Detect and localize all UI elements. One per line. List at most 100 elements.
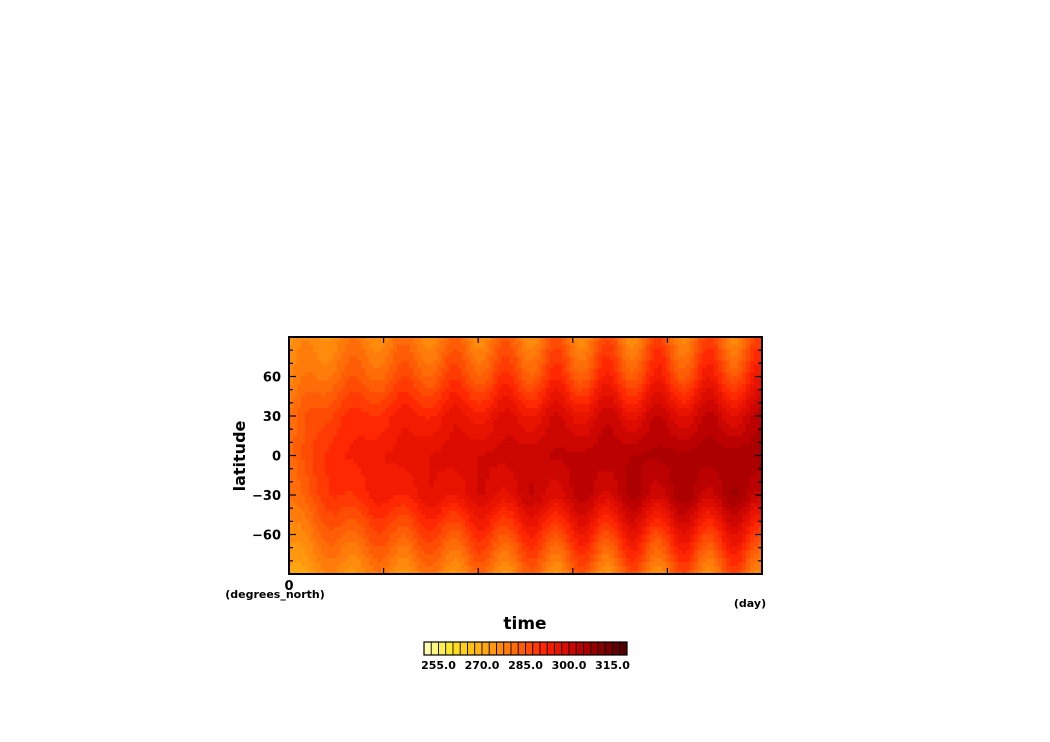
heatmap-cell (609, 475, 615, 480)
heatmap-cell (665, 337, 671, 342)
heatmap-cell (501, 471, 507, 476)
heatmap-cell (305, 483, 310, 488)
heatmap-cell (325, 348, 330, 354)
heatmap-cell (569, 459, 575, 464)
heatmap-cell (505, 416, 511, 421)
heatmap-cell (429, 451, 434, 457)
heatmap-cell (609, 416, 615, 421)
heatmap-cell (581, 400, 587, 405)
heatmap-cell (357, 408, 362, 413)
heatmap-cell (617, 427, 623, 433)
heatmap-cell (385, 467, 390, 472)
heatmap-cell (505, 376, 511, 382)
heatmap-cell (541, 404, 547, 409)
heatmap-cell (333, 416, 338, 421)
heatmap-cell (641, 439, 647, 445)
heatmap-cell (541, 348, 547, 354)
heatmap-cell (453, 471, 458, 476)
heatmap-cell (529, 467, 535, 472)
heatmap-cell (717, 439, 723, 445)
heatmap-cell (397, 495, 402, 500)
heatmap-cell (329, 396, 334, 401)
heatmap-cell (561, 396, 567, 401)
heatmap-cell (365, 412, 370, 417)
heatmap-cell (513, 479, 519, 484)
heatmap-cell (485, 384, 491, 389)
heatmap-cell (677, 427, 683, 433)
heatmap-cell (473, 376, 478, 382)
heatmap-cell (397, 467, 402, 472)
heatmap-cell (677, 431, 683, 437)
heatmap-cell (497, 372, 503, 378)
heatmap-cell (701, 463, 707, 468)
heatmap-cell (717, 467, 723, 472)
heatmap-cell (553, 498, 559, 504)
heatmap-cell (529, 380, 535, 385)
heatmap-cell (377, 502, 382, 508)
heatmap-cell (593, 423, 599, 429)
heatmap-cell (737, 471, 743, 476)
heatmap-cell (721, 337, 727, 342)
heatmap-cell (541, 384, 547, 389)
heatmap-cell (677, 340, 683, 346)
heatmap-cell (573, 416, 579, 421)
heatmap-cell (725, 459, 731, 464)
heatmap-cell (745, 455, 751, 461)
heatmap-cell (693, 416, 699, 421)
heatmap-cell (721, 416, 727, 421)
heatmap-cell (605, 435, 611, 441)
heatmap-cell (585, 348, 591, 354)
heatmap-cell (501, 416, 507, 421)
heatmap-cell (325, 412, 330, 417)
heatmap-cell (297, 419, 302, 425)
heatmap-cell (545, 498, 551, 504)
heatmap-cell (673, 352, 679, 358)
heatmap-cell (665, 368, 671, 374)
heatmap-cell (361, 340, 366, 346)
heatmap-cell (541, 443, 547, 449)
heatmap-cell (729, 467, 735, 472)
heatmap-cell (609, 439, 615, 445)
heatmap-cell (721, 451, 727, 457)
heatmap-cell (681, 360, 687, 366)
heatmap-cell (705, 455, 711, 461)
heatmap-cell (569, 435, 575, 441)
heatmap-cell (581, 344, 587, 350)
heatmap-cell (741, 475, 747, 480)
heatmap-cell (621, 380, 627, 385)
heatmap-cell (661, 364, 667, 370)
heatmap-cell (441, 487, 446, 492)
heatmap-cell (349, 419, 354, 425)
heatmap-cell (517, 352, 523, 358)
heatmap-cell (705, 439, 711, 445)
heatmap-cell (605, 471, 611, 476)
heatmap-cell (661, 356, 667, 362)
heatmap-cell (361, 459, 366, 464)
heatmap-cell (513, 340, 519, 346)
heatmap-cell (429, 491, 434, 496)
heatmap-cell (685, 404, 691, 409)
heatmap-cell (409, 364, 414, 370)
heatmap-cell (601, 475, 607, 480)
heatmap-cell (309, 495, 314, 500)
heatmap-cell (337, 427, 342, 433)
heatmap-cell (557, 384, 563, 389)
heatmap-cell (661, 498, 667, 504)
heatmap-cell (393, 356, 398, 362)
heatmap-cell (589, 475, 595, 480)
heatmap-cell (301, 419, 306, 425)
heatmap-cell (749, 364, 755, 370)
heatmap-cell (429, 431, 434, 437)
heatmap-cell (345, 455, 350, 461)
heatmap-cell (481, 404, 487, 409)
heatmap-cell (381, 475, 386, 480)
heatmap-cell (693, 384, 699, 389)
heatmap-cell (513, 491, 519, 496)
heatmap-cell (521, 376, 527, 382)
heatmap-cell (537, 471, 543, 476)
heatmap-cell (593, 431, 599, 437)
heatmap-cell (445, 384, 450, 389)
heatmap-cell (349, 337, 354, 342)
heatmap-cell (377, 431, 382, 437)
heatmap-cell (673, 384, 679, 389)
